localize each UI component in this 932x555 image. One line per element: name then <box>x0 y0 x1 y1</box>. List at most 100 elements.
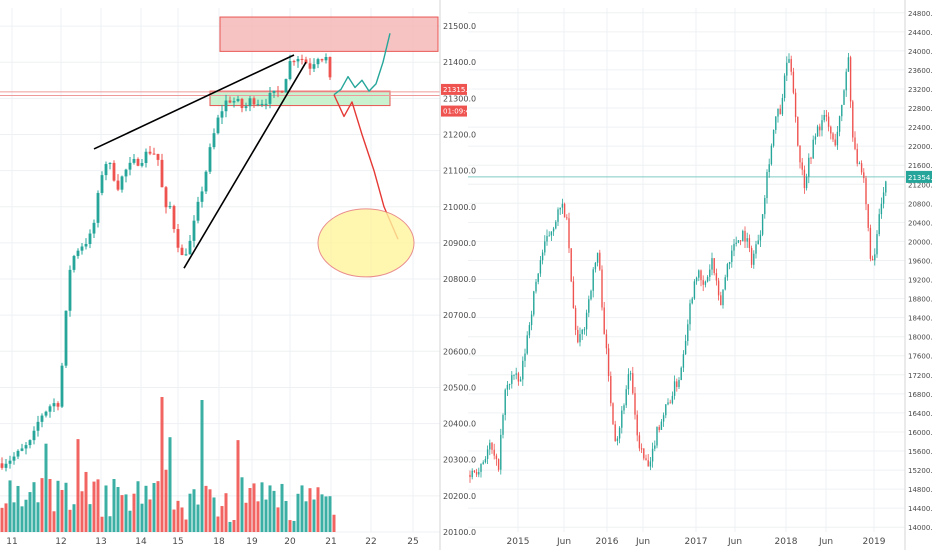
right-candle <box>717 280 720 296</box>
right-y-tick-label: 22800.0 <box>908 105 932 113</box>
left-volume-bar <box>12 502 16 532</box>
right-candle <box>656 426 658 446</box>
right-candle <box>863 172 865 179</box>
left-volume-bar <box>296 493 300 532</box>
right-x-tick-label: Jun <box>727 537 742 547</box>
right-candle <box>647 460 649 467</box>
right-candle <box>651 448 654 462</box>
right-candle <box>827 116 830 127</box>
left-volume-bar <box>220 506 224 532</box>
left-y-tick-label: 21000.0 <box>443 203 476 212</box>
right-y-tick-label: 16000.0 <box>908 429 932 437</box>
left-volume-bar <box>308 488 312 532</box>
left-candle <box>144 151 148 164</box>
right-candle <box>539 260 542 274</box>
left-candle <box>128 162 132 170</box>
left-volume-bar <box>196 504 200 532</box>
right-candle <box>753 253 755 265</box>
left-candle <box>168 206 172 208</box>
right-candle <box>581 329 583 335</box>
resistance-zone <box>219 16 439 52</box>
left-volume-bar <box>212 497 216 532</box>
right-candle <box>704 281 707 285</box>
left-volume-bar <box>256 501 260 532</box>
right-candle <box>810 157 812 159</box>
left-candle <box>308 63 312 69</box>
left-candle <box>20 448 24 451</box>
price-tags: 21315.0 01:09:43 21354.5 <box>441 83 932 183</box>
right-candle <box>794 92 797 118</box>
lower-trendline <box>183 61 307 269</box>
right-candle <box>860 163 863 173</box>
right-candle <box>724 277 726 290</box>
left-volume-bar <box>204 485 208 532</box>
left-volume-bar <box>224 493 228 532</box>
right-y-tick-label: 18800.0 <box>908 296 932 304</box>
right-candle <box>643 448 645 459</box>
left-volume-bar <box>276 507 280 532</box>
annotation-zones <box>0 16 905 178</box>
left-candle <box>4 463 8 468</box>
left-candle <box>184 254 188 256</box>
left-candle <box>288 61 292 80</box>
left-volume-bar <box>188 493 192 532</box>
right-y-tick-label: 18400.0 <box>908 315 932 323</box>
right-candle <box>684 341 687 355</box>
right-candle <box>489 442 491 450</box>
right-y-tick-label: 15200.0 <box>908 467 932 475</box>
right-y-tick-label: 16800.0 <box>908 391 932 399</box>
left-candle <box>236 98 240 102</box>
right-y-tick-label: 20800.0 <box>908 200 932 208</box>
right-x-tick-label: Jun <box>635 537 650 547</box>
left-candle <box>28 440 32 446</box>
right-candle <box>519 379 522 382</box>
right-candle <box>814 136 817 140</box>
right-candle <box>715 273 718 281</box>
right-candle <box>821 120 823 131</box>
left-volume-bar <box>104 485 108 532</box>
left-volume-bar <box>60 489 64 532</box>
right-candle <box>869 227 872 259</box>
left-price-tag-bg <box>441 83 467 95</box>
right-candle <box>610 376 612 404</box>
right-candle <box>557 209 559 222</box>
right-candle <box>632 373 634 394</box>
left-volume-bar <box>72 504 76 532</box>
right-price-tag-label: 21354.5 <box>908 174 932 182</box>
right-x-tick-label: 2019 <box>863 537 886 547</box>
right-candle <box>583 329 586 331</box>
right-candle <box>709 269 711 277</box>
left-candle <box>64 310 68 366</box>
left-volume-bar <box>232 520 236 532</box>
right-candle <box>500 434 502 470</box>
left-x-tick-label: 21 <box>325 537 336 547</box>
axes: 11 12 13 14 15 18 19 20 21 22 25 21500.0 21400.0 2130… <box>6 0 932 550</box>
left-volume-bar <box>176 500 180 532</box>
left-candle <box>204 171 208 192</box>
left-volume-bar <box>8 480 12 532</box>
right-candle <box>588 299 590 313</box>
left-candle <box>264 103 268 105</box>
left-candle <box>76 250 80 256</box>
left-volume-bar <box>32 482 36 532</box>
right-y-tick-label: 17600.0 <box>908 353 932 361</box>
left-candle <box>180 247 184 256</box>
right-candle <box>687 324 689 342</box>
left-volume-bar <box>116 487 120 532</box>
right-candle <box>640 448 643 450</box>
right-candle <box>636 414 638 436</box>
right-candle <box>526 335 528 354</box>
left-volume-bar <box>44 443 48 532</box>
left-volume-bar <box>120 495 124 532</box>
right-candle <box>471 470 473 478</box>
right-candle <box>473 470 476 473</box>
right-y-tick-label: 22000.0 <box>908 143 932 151</box>
right-candle <box>590 290 592 300</box>
right-candle <box>700 270 702 281</box>
left-candle <box>192 220 196 241</box>
left-volume-bar <box>172 509 176 532</box>
right-candle <box>737 240 740 243</box>
left-candle <box>104 164 108 176</box>
left-candle <box>320 59 324 61</box>
